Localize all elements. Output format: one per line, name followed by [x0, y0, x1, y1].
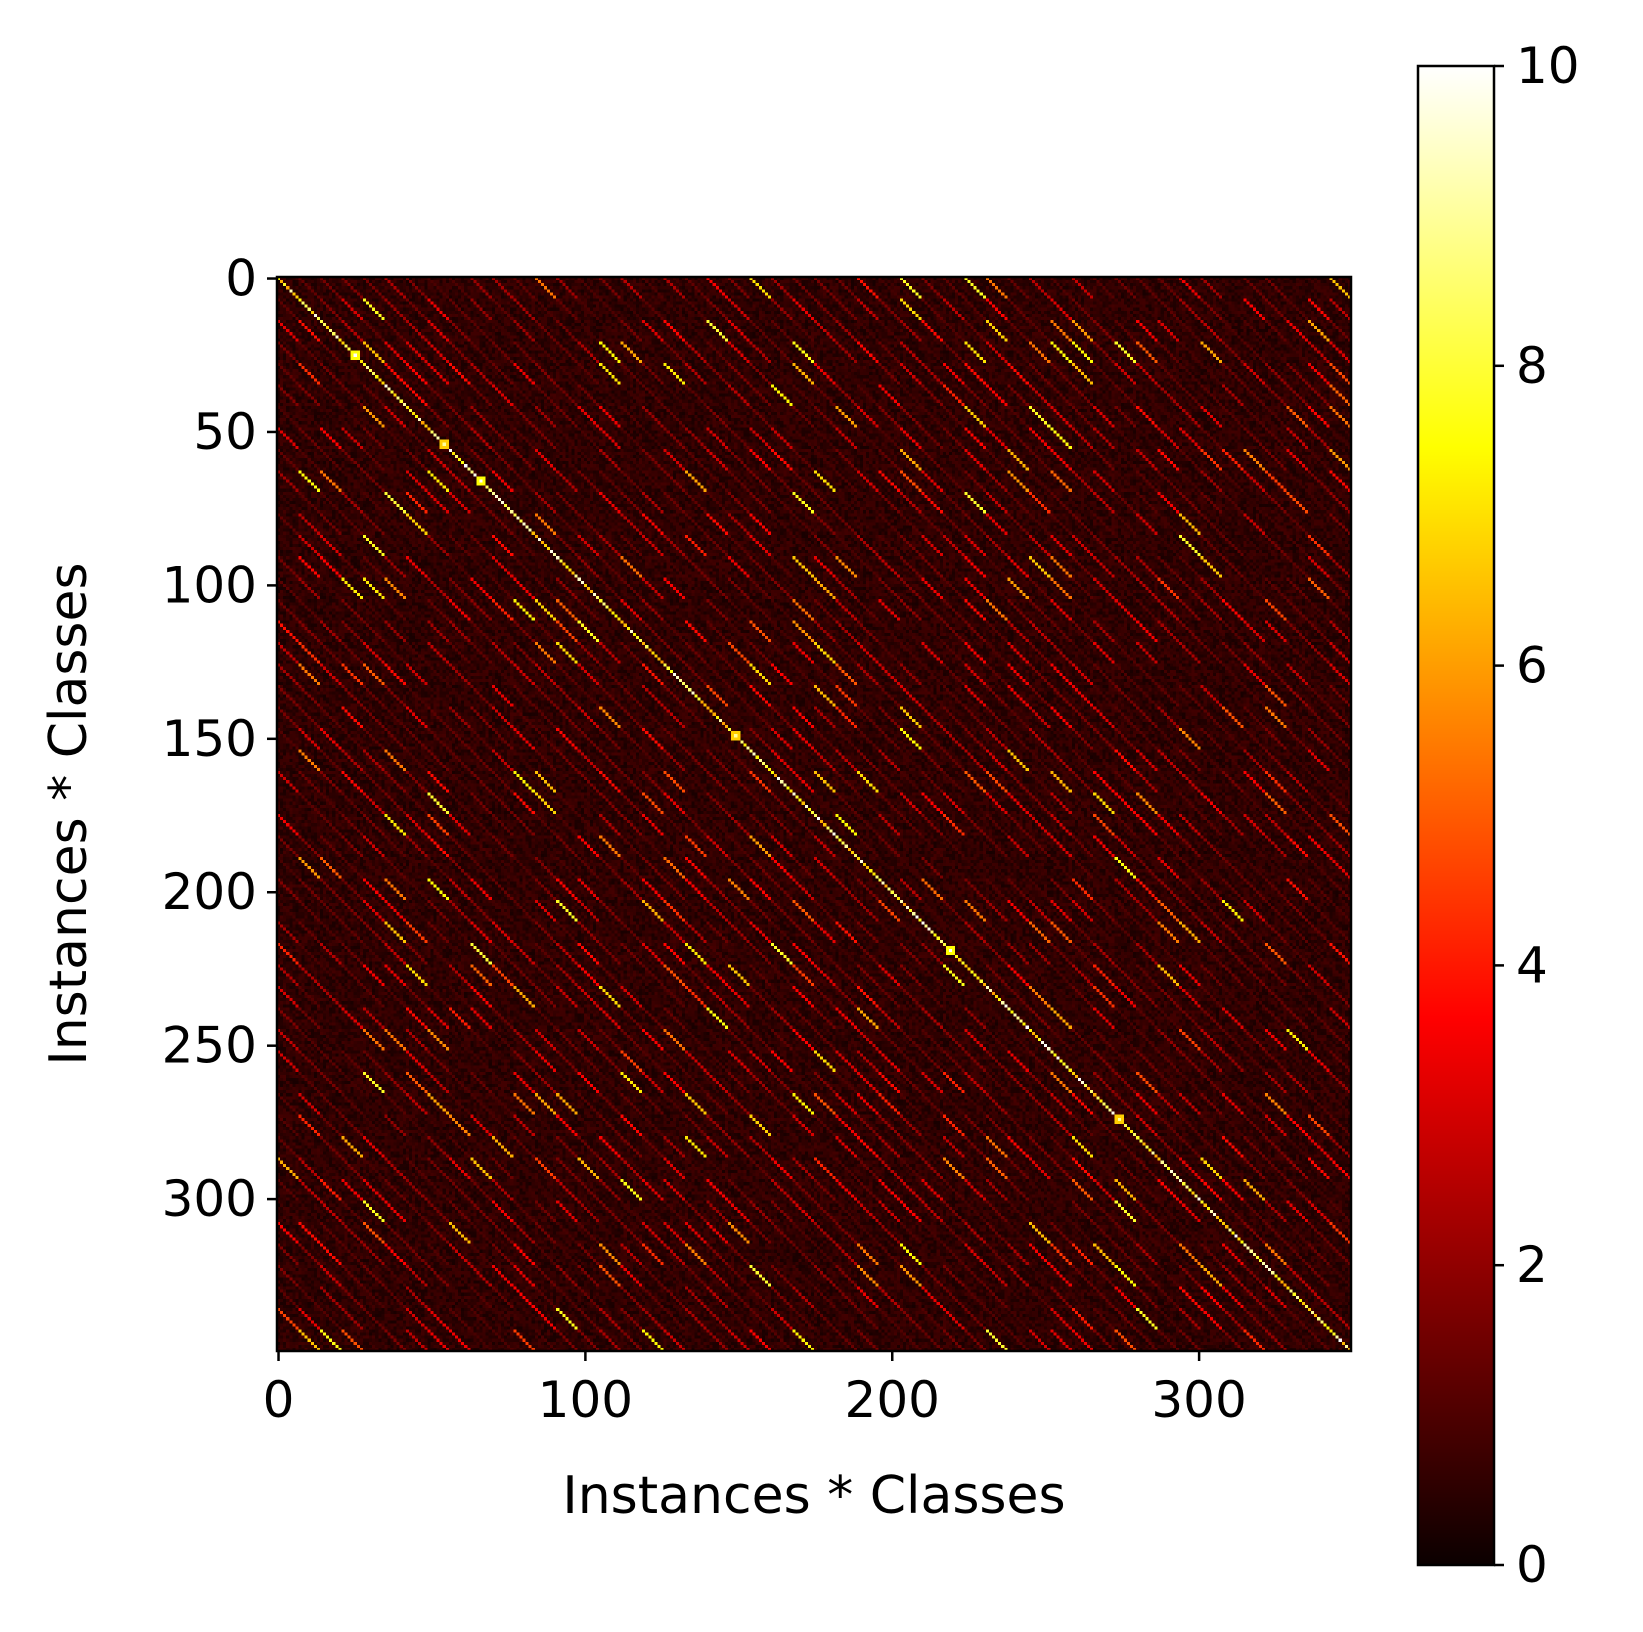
heatmap-area	[275, 275, 1353, 1353]
colorbar-tick-label: 0	[1516, 1536, 1548, 1594]
colorbar-ticks: 0 2 4 6 8 10	[1494, 37, 1580, 1594]
y-axis-ticks: 0 50 100 150 200 250 300	[162, 250, 277, 1228]
x-axis-label: Instances * Classes	[562, 1466, 1065, 1526]
y-tick-label: 100	[162, 556, 257, 614]
y-tick-label: 300	[162, 1170, 257, 1228]
colorbar-tick-label: 10	[1516, 37, 1580, 95]
y-tick-label: 0	[225, 250, 257, 308]
heatmap-image	[277, 277, 1351, 1351]
y-tick-label: 50	[193, 403, 257, 461]
y-tick-label: 150	[162, 710, 257, 768]
y-tick-label: 250	[162, 1017, 257, 1075]
x-tick-label: 100	[538, 1371, 633, 1429]
colorbar-tick-label: 8	[1516, 337, 1548, 395]
colorbar-tick-label: 2	[1516, 1236, 1548, 1294]
heatmap-frame	[275, 275, 1353, 1353]
x-tick-label: 300	[1151, 1371, 1246, 1429]
x-tick-label: 0	[263, 1371, 295, 1429]
colorbar-gradient	[1416, 64, 1496, 1567]
x-axis-ticks: 0 100 200 300	[263, 1351, 1247, 1429]
colorbar: 0 2 4 6 8 10	[1416, 37, 1580, 1594]
colorbar-tick-label: 6	[1516, 637, 1548, 695]
colorbar-tick-label: 4	[1516, 936, 1548, 994]
y-tick-label: 200	[162, 863, 257, 921]
x-tick-label: 200	[845, 1371, 940, 1429]
y-axis-label: Instances * Classes	[39, 562, 99, 1065]
